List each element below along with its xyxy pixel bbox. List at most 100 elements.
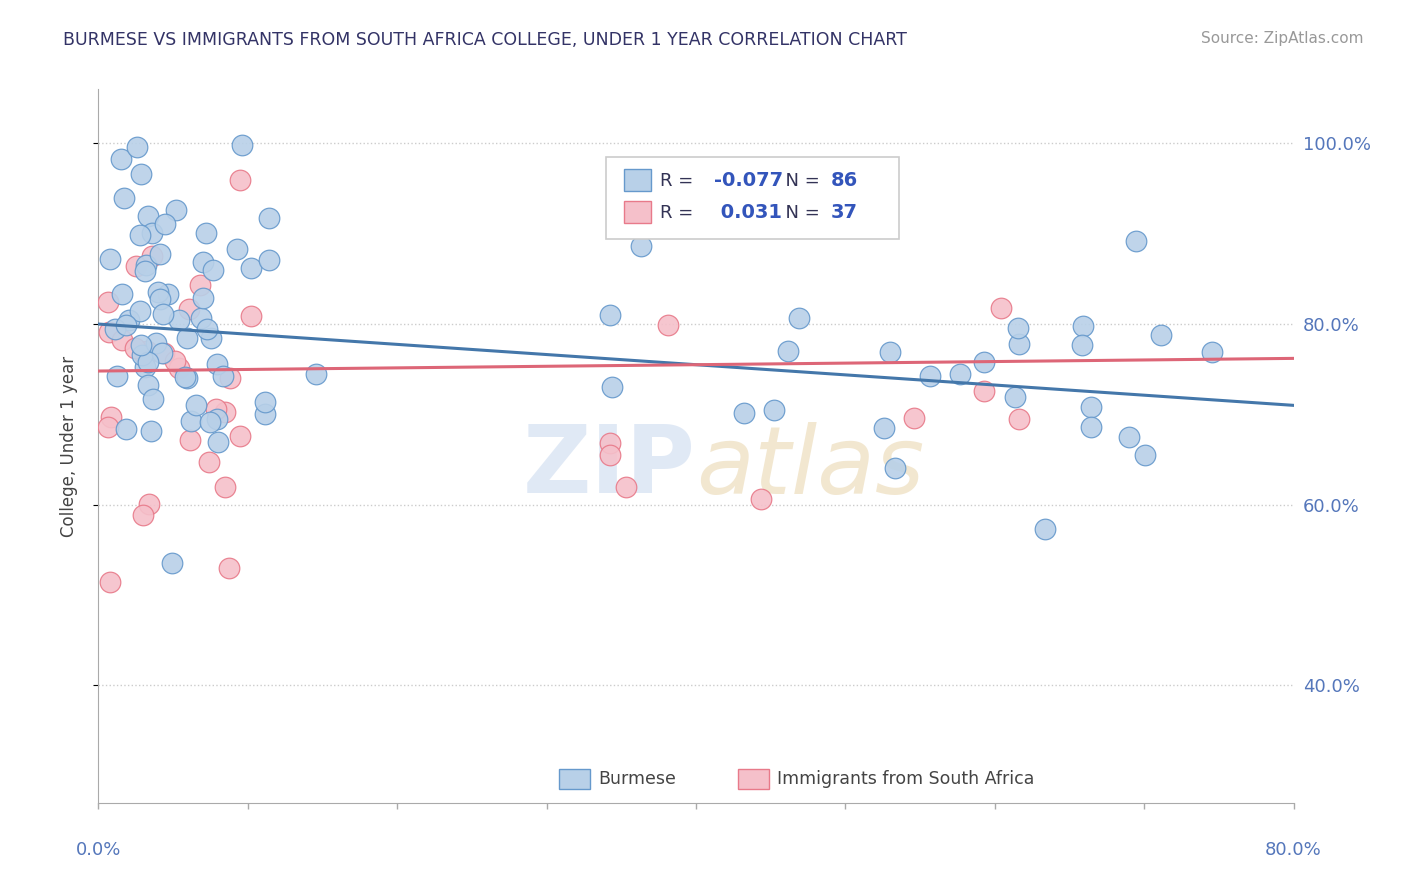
Point — [176, 331, 198, 345]
Point — [1008, 412, 1031, 426]
Point — [229, 173, 252, 187]
Text: 0.031: 0.031 — [714, 203, 782, 222]
Point — [153, 218, 176, 232]
Point — [141, 249, 163, 263]
FancyBboxPatch shape — [624, 169, 651, 191]
Point — [231, 137, 253, 152]
FancyBboxPatch shape — [624, 202, 651, 223]
Point — [1149, 327, 1171, 342]
Point — [1118, 430, 1140, 444]
Point — [1080, 420, 1102, 434]
Point — [884, 460, 907, 475]
Point — [104, 322, 127, 336]
Point — [205, 412, 228, 426]
Point — [149, 246, 172, 260]
Point — [198, 454, 221, 468]
Point — [135, 258, 157, 272]
Point — [254, 407, 277, 421]
Point — [879, 345, 901, 359]
Text: Burmese: Burmese — [598, 771, 676, 789]
Text: Immigrants from South Africa: Immigrants from South Africa — [778, 771, 1035, 789]
Point — [201, 263, 224, 277]
Point — [1201, 345, 1223, 359]
Point — [191, 254, 214, 268]
Point — [138, 210, 160, 224]
Text: ZIP: ZIP — [523, 421, 696, 514]
Point — [657, 318, 679, 332]
Point — [176, 371, 198, 385]
Point — [973, 355, 995, 369]
Point — [177, 301, 200, 316]
Point — [1004, 390, 1026, 404]
Point — [194, 226, 217, 240]
Text: R =: R = — [661, 171, 699, 189]
Point — [97, 294, 120, 309]
Point — [195, 322, 218, 336]
Point — [990, 301, 1012, 315]
Point — [1008, 337, 1031, 351]
Point — [173, 370, 195, 384]
Point — [733, 406, 755, 420]
Point — [149, 292, 172, 306]
Point — [167, 313, 190, 327]
Point — [148, 285, 170, 299]
Point — [778, 343, 800, 358]
Point — [128, 228, 150, 243]
Point — [1070, 338, 1092, 352]
Point — [134, 264, 156, 278]
Point — [141, 425, 163, 439]
Point — [630, 239, 652, 253]
FancyBboxPatch shape — [606, 157, 900, 239]
Text: BURMESE VS IMMIGRANTS FROM SOUTH AFRICA COLLEGE, UNDER 1 YEAR CORRELATION CHART: BURMESE VS IMMIGRANTS FROM SOUTH AFRICA … — [63, 31, 907, 49]
Point — [110, 152, 132, 166]
Point — [131, 338, 153, 352]
Point — [136, 343, 159, 358]
Point — [134, 360, 156, 375]
Point — [132, 508, 155, 523]
Point — [111, 286, 134, 301]
Y-axis label: College, Under 1 year: College, Under 1 year — [59, 355, 77, 537]
Point — [142, 392, 165, 406]
Point — [134, 350, 156, 364]
Point — [180, 414, 202, 428]
Point — [614, 480, 637, 494]
Point — [127, 139, 149, 153]
Point — [949, 368, 972, 382]
Point — [253, 395, 276, 409]
Point — [1071, 319, 1094, 334]
Point — [111, 333, 134, 347]
Point — [115, 422, 138, 436]
Point — [131, 167, 153, 181]
Point — [152, 307, 174, 321]
Text: N =: N = — [773, 203, 825, 221]
Point — [1133, 448, 1156, 462]
Point — [165, 353, 187, 368]
Point — [115, 318, 138, 333]
Point — [207, 435, 229, 450]
Point — [218, 371, 240, 385]
Text: R =: R = — [661, 203, 699, 221]
Point — [903, 411, 925, 425]
Point — [118, 312, 141, 326]
Point — [1033, 523, 1056, 537]
Point — [136, 377, 159, 392]
Point — [125, 259, 148, 273]
Point — [98, 575, 121, 590]
Point — [98, 252, 121, 266]
Point — [150, 345, 173, 359]
Point — [100, 410, 122, 425]
Point — [207, 357, 229, 371]
Point — [211, 368, 233, 383]
Point — [105, 369, 128, 384]
Point — [600, 380, 623, 394]
Point — [599, 435, 621, 450]
Text: Source: ZipAtlas.com: Source: ZipAtlas.com — [1201, 31, 1364, 46]
Point — [1080, 400, 1102, 414]
Text: atlas: atlas — [696, 422, 924, 513]
Point — [153, 346, 176, 360]
Point — [141, 226, 163, 240]
Point — [131, 348, 153, 362]
Point — [165, 202, 187, 217]
Point — [973, 384, 995, 399]
Point — [184, 398, 207, 412]
